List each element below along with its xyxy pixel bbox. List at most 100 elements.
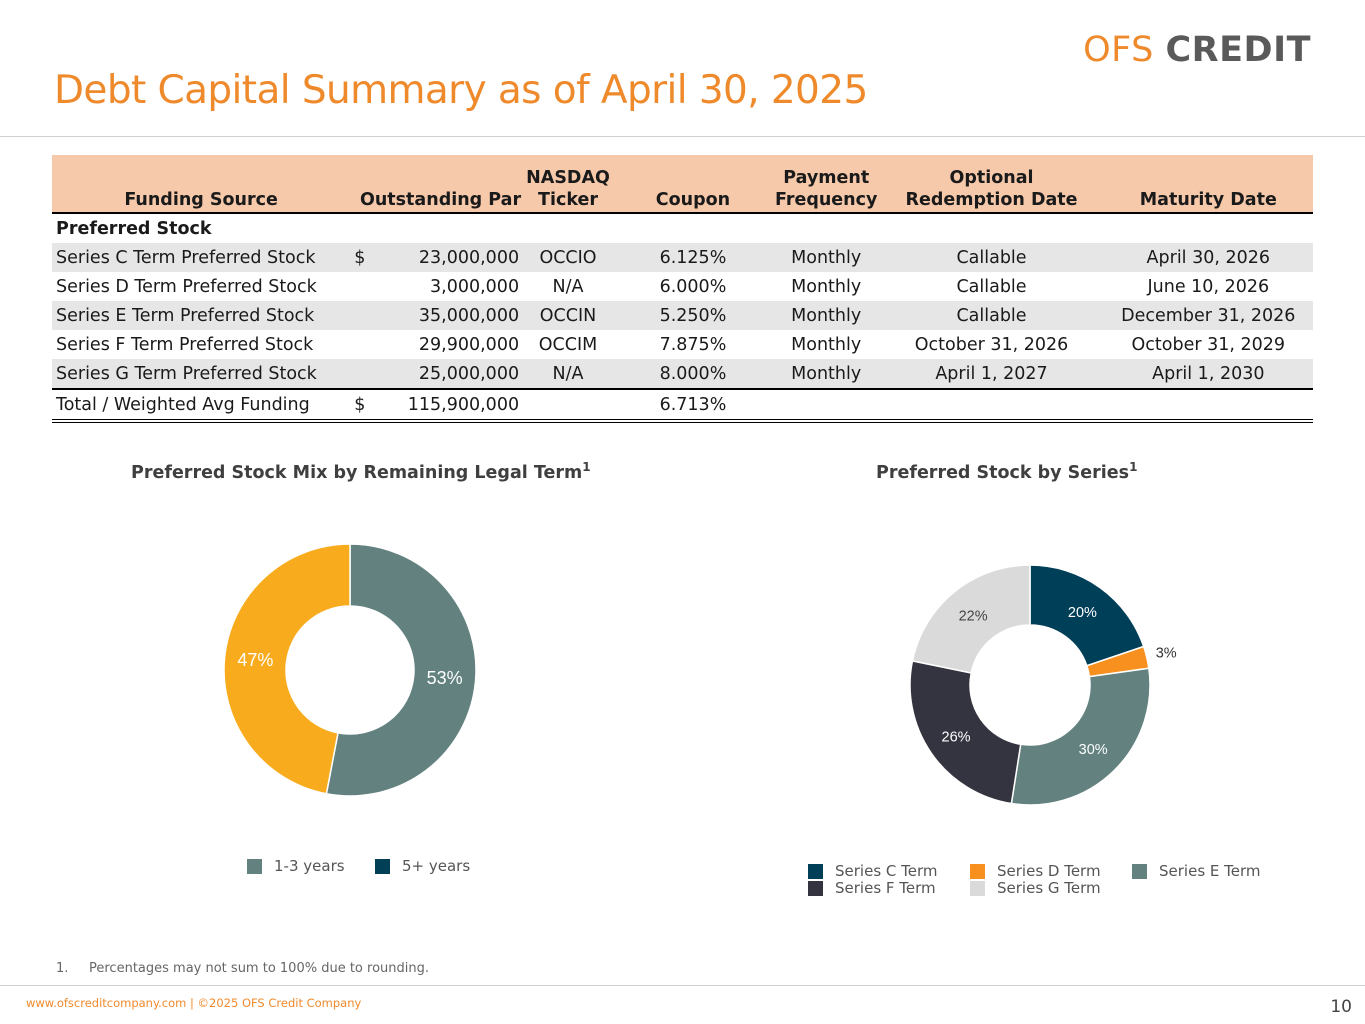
table-header-row: Funding Source Outstanding Par NASDAQ Tic… [52, 155, 1313, 214]
cell-coupon: 6.125% [612, 243, 773, 272]
legend-item: 1-3 years [247, 857, 345, 875]
cell-source: Series F Term Preferred Stock [56, 334, 314, 355]
cell-currency: $ [350, 243, 380, 272]
legend-item: Series C Term [808, 862, 938, 880]
cell-frequency: Monthly [772, 301, 880, 330]
legend-label: 1-3 years [274, 857, 345, 875]
table-row: Series E Term Preferred Stock 35,000,000… [52, 301, 1313, 330]
donut-slice-label: 22% [959, 608, 988, 624]
cell-redemption: April 1, 2027 [879, 359, 1104, 389]
legend-swatch [1132, 863, 1147, 879]
cell-ticker: N/A [552, 276, 584, 297]
chart2-title-sup: 1 [1129, 460, 1138, 474]
total-row: Total / Weighted Avg Funding $ 115,900,0… [52, 388, 1313, 423]
page-number: 10 [1330, 997, 1352, 1017]
table-row: Series D Term Preferred Stock 3,000,000 … [52, 272, 1313, 301]
header-maturity-date: Maturity Date [1103, 155, 1313, 214]
header-coupon: Coupon [612, 155, 773, 214]
cell-source: Series E Term Preferred Stock [52, 301, 351, 330]
header-redemption-date: Optional Redemption Date [879, 155, 1104, 214]
cell-frequency: Monthly [772, 243, 880, 272]
table-row: Series G Term Preferred Stock 25,000,000… [52, 359, 1313, 389]
header-par-label: Outstanding Par [359, 190, 522, 210]
section-label: Preferred Stock [56, 218, 212, 239]
total-ticker-empty [523, 388, 613, 423]
cell-maturity: October 31, 2029 [1131, 334, 1286, 355]
cell-redemption: Callable [879, 243, 1104, 272]
donut-slice [911, 564, 1031, 674]
donut-slice [1029, 564, 1145, 667]
cell-redemption: Callable [956, 276, 1027, 297]
cell-ticker: N/A [523, 359, 613, 389]
header-ticker-line2: Ticker [538, 190, 599, 210]
cell-currency [350, 330, 379, 359]
total-par: 115,900,000 [379, 388, 524, 423]
cell-maturity: April 1, 2030 [1103, 359, 1313, 389]
footnote-number: 1. [56, 961, 69, 976]
donut-slice [1010, 667, 1151, 806]
cell-ticker: OCCIO [523, 243, 613, 272]
donut-slice-label: 3% [1156, 646, 1177, 662]
chart1-title: Preferred Stock Mix by Remaining Legal T… [131, 460, 591, 483]
chart2-title: Preferred Stock by Series1 [876, 460, 1137, 483]
header-funding-source: Funding Source [52, 155, 351, 214]
legend-label: Series D Term [997, 862, 1101, 880]
header-ticker: NASDAQ Ticker [523, 155, 613, 214]
cell-frequency: Monthly [791, 334, 862, 355]
series-donut-chart: 20% 3% 30% 26% 22% [909, 564, 1177, 806]
cell-maturity: December 31, 2026 [1103, 301, 1313, 330]
header-redemption-line1: Optional [949, 168, 1034, 188]
header-outstanding-par: Outstanding Par [350, 155, 524, 214]
donut-slice [909, 660, 1022, 805]
cell-frequency: Monthly [772, 359, 880, 389]
cell-coupon: 5.250% [612, 301, 773, 330]
logo-credit: CREDIT [1165, 30, 1311, 70]
legend-item: 5+ years [375, 857, 470, 875]
legend-item: Series F Term [808, 879, 936, 897]
cell-redemption: October 31, 2026 [914, 334, 1069, 355]
debt-capital-table: Funding Source Outstanding Par NASDAQ Tic… [52, 155, 1313, 423]
total-source: Total / Weighted Avg Funding [52, 388, 351, 423]
header-ticker-line1: NASDAQ [526, 168, 610, 188]
chart2-title-text: Preferred Stock by Series [876, 462, 1130, 483]
cell-par: 35,000,000 [379, 301, 524, 330]
cell-coupon: 8.000% [612, 359, 773, 389]
donut-slice-label: 20% [1068, 605, 1097, 621]
legend-swatch [970, 880, 985, 896]
total-coupon: 6.713% [612, 388, 773, 423]
donut-slice [223, 543, 351, 795]
legend-label: Series E Term [1159, 862, 1261, 880]
donut-slice-label: 30% [1079, 742, 1108, 758]
legend-swatch [970, 863, 985, 879]
legend-swatch [808, 863, 823, 879]
legend-label: Series F Term [835, 879, 936, 897]
donut-slice [325, 543, 477, 797]
legend-label: Series G Term [997, 879, 1101, 897]
total-empty [879, 388, 1104, 423]
total-empty [1103, 388, 1313, 423]
cell-source: Series C Term Preferred Stock [52, 243, 351, 272]
cell-ticker: OCCIN [523, 301, 613, 330]
header-payment-frequency: Payment Frequency [772, 155, 880, 214]
cell-coupon: 7.875% [659, 334, 727, 355]
chart1-title-text: Preferred Stock Mix by Remaining Legal T… [131, 462, 583, 483]
legend-label: Series C Term [835, 862, 938, 880]
company-logo: OFS CREDIT [1083, 30, 1311, 70]
cell-source: Series G Term Preferred Stock [52, 359, 351, 389]
page-title: Debt Capital Summary as of April 30, 202… [54, 68, 868, 113]
footer-link[interactable]: www.ofscreditcompany.com | ©2025 OFS Cre… [26, 996, 362, 1010]
total-empty [772, 388, 880, 423]
donut-slice-label: 47% [237, 650, 273, 670]
logo-ofs: OFS [1083, 30, 1154, 70]
cell-source: Series D Term Preferred Stock [56, 276, 317, 297]
legend-swatch [375, 858, 390, 874]
cell-frequency: Monthly [791, 276, 862, 297]
footnote: 1. Percentages may not sum to 100% due to… [56, 961, 429, 976]
total-currency: $ [350, 388, 380, 423]
cell-currency [350, 272, 379, 301]
legend-item: Series E Term [1132, 862, 1261, 880]
section-row: Preferred Stock [52, 213, 1313, 243]
legend-item: Series G Term [970, 879, 1101, 897]
donut-slice-label: 26% [942, 729, 971, 745]
legal-term-donut-chart: 53% 47% [223, 543, 477, 797]
